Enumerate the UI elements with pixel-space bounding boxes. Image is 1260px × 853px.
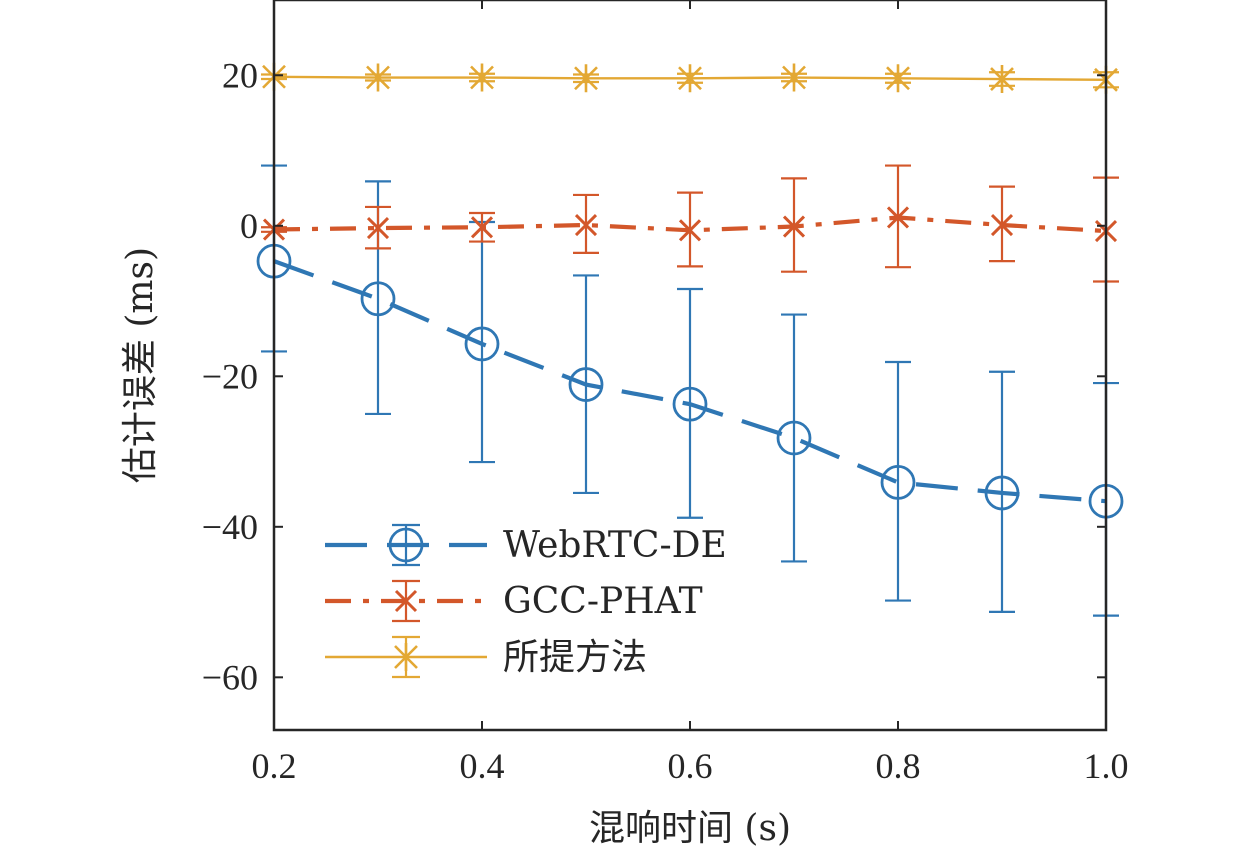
x-tick-label: 0.6 bbox=[668, 746, 713, 786]
legend-entry-1: WebRTC-DE bbox=[325, 523, 727, 567]
data-point bbox=[360, 281, 396, 317]
x-tick-label: 1.0 bbox=[1084, 746, 1129, 786]
data-point bbox=[880, 465, 916, 500]
axis-ticks: 0.2 0.4 0.6 0.8 1.0 20 0 −20 −40 −60 bbox=[202, 0, 1129, 786]
legend-marker bbox=[394, 643, 418, 671]
y-tick-label: 20 bbox=[222, 55, 258, 95]
data-point bbox=[470, 216, 494, 239]
x-tick-label: 0.8 bbox=[876, 746, 921, 786]
data-point bbox=[886, 206, 910, 229]
data-point bbox=[366, 63, 390, 92]
data-point bbox=[984, 475, 1020, 511]
data-point bbox=[776, 420, 812, 456]
data-point bbox=[990, 65, 1014, 94]
series-line bbox=[273, 259, 1107, 504]
data-point bbox=[782, 63, 806, 92]
data-point bbox=[464, 326, 500, 362]
error-bar bbox=[781, 313, 807, 563]
data-point bbox=[886, 64, 910, 93]
x-axis-label: 混响时间 (s) bbox=[589, 808, 791, 849]
y-axis-label: 估计误差 (ms) bbox=[120, 247, 161, 483]
legend-entry-2: GCC-PHAT bbox=[325, 579, 703, 623]
y-tick-label: −40 bbox=[202, 507, 258, 547]
series-1 bbox=[256, 164, 1124, 617]
series-2 bbox=[261, 164, 1119, 283]
y-tick-label: −20 bbox=[202, 356, 258, 396]
series-3 bbox=[261, 62, 1119, 94]
data-point bbox=[366, 216, 390, 240]
legend-entry-3: 所提方法 bbox=[325, 635, 647, 679]
data-point bbox=[990, 213, 1014, 237]
legend-marker bbox=[388, 527, 424, 563]
legend-marker bbox=[394, 589, 418, 613]
legend-label: GCC-PHAT bbox=[503, 581, 703, 622]
y-tick-label: −60 bbox=[202, 657, 258, 697]
y-tick-label: 0 bbox=[240, 206, 258, 246]
data-point bbox=[574, 64, 598, 93]
data-point bbox=[782, 215, 806, 238]
data-point bbox=[672, 386, 708, 422]
x-tick-label: 0.4 bbox=[460, 746, 505, 786]
legend: WebRTC-DE GCC-PHAT 所提方法 bbox=[325, 523, 727, 679]
data-point bbox=[678, 219, 702, 242]
legend-error-bar bbox=[392, 523, 420, 567]
legend-label: 所提方法 bbox=[503, 637, 647, 678]
data-point bbox=[568, 367, 604, 402]
x-tick-label: 0.2 bbox=[252, 746, 297, 786]
data-point bbox=[470, 63, 494, 92]
error-bar bbox=[885, 360, 911, 602]
data-point bbox=[574, 213, 598, 237]
legend-label: WebRTC-DE bbox=[503, 525, 727, 566]
data-point bbox=[678, 64, 702, 93]
